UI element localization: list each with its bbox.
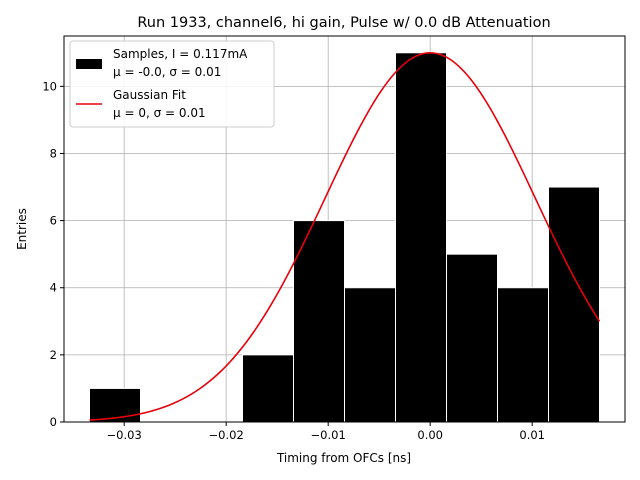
chart-title: Run 1933, channel6, hi gain, Pulse w/ 0.… xyxy=(137,15,550,31)
y-tick-label: 2 xyxy=(50,348,57,362)
y-tick-label: 0 xyxy=(50,415,57,429)
y-tick-label: 8 xyxy=(50,146,57,160)
axes xyxy=(63,35,626,423)
legend-samples-label: Samples, I = 0.117mA xyxy=(113,47,248,61)
x-tick-label: −0.02 xyxy=(209,428,244,442)
y-tick-label: 4 xyxy=(50,281,57,295)
histogram-bar xyxy=(395,52,447,423)
histogram-bar xyxy=(497,287,549,423)
histogram-bars xyxy=(89,52,600,423)
x-axis-label: Timing from OFCs [ns] xyxy=(276,451,411,465)
histogram-bar xyxy=(89,387,141,423)
x-tick-label: −0.01 xyxy=(311,428,346,442)
x-tick-label: 0.01 xyxy=(519,428,545,442)
x-tick-label: 0.00 xyxy=(417,428,443,442)
histogram-bar xyxy=(548,186,600,423)
x-tick-label: −0.03 xyxy=(107,428,142,442)
histogram-bar xyxy=(293,220,345,423)
gaussian-fit-layer xyxy=(89,51,601,421)
legend-fit-label: Gaussian Fit xyxy=(113,88,186,102)
gaussian-fit-curve xyxy=(89,51,601,421)
legend-samples-swatch xyxy=(76,59,102,69)
legend-fit-stats: μ = 0, σ = 0.01 xyxy=(113,106,206,120)
legend-frame xyxy=(69,40,275,128)
legend: Samples, I = 0.117mA μ = -0.0, σ = 0.01 … xyxy=(69,40,275,128)
axes-frame xyxy=(63,35,626,423)
histogram-bar xyxy=(446,253,498,423)
y-axis-label: Entries xyxy=(15,208,29,250)
legend-samples-stats: μ = -0.0, σ = 0.01 xyxy=(113,65,221,79)
histogram-bar xyxy=(242,354,294,423)
histogram-bar xyxy=(344,287,396,423)
tick-marks: −0.03 −0.02 −0.01 0.00 0.01 0 2 4 6 8 10 xyxy=(42,79,545,442)
y-tick-label: 6 xyxy=(50,214,57,228)
y-tick-label: 10 xyxy=(42,79,57,93)
